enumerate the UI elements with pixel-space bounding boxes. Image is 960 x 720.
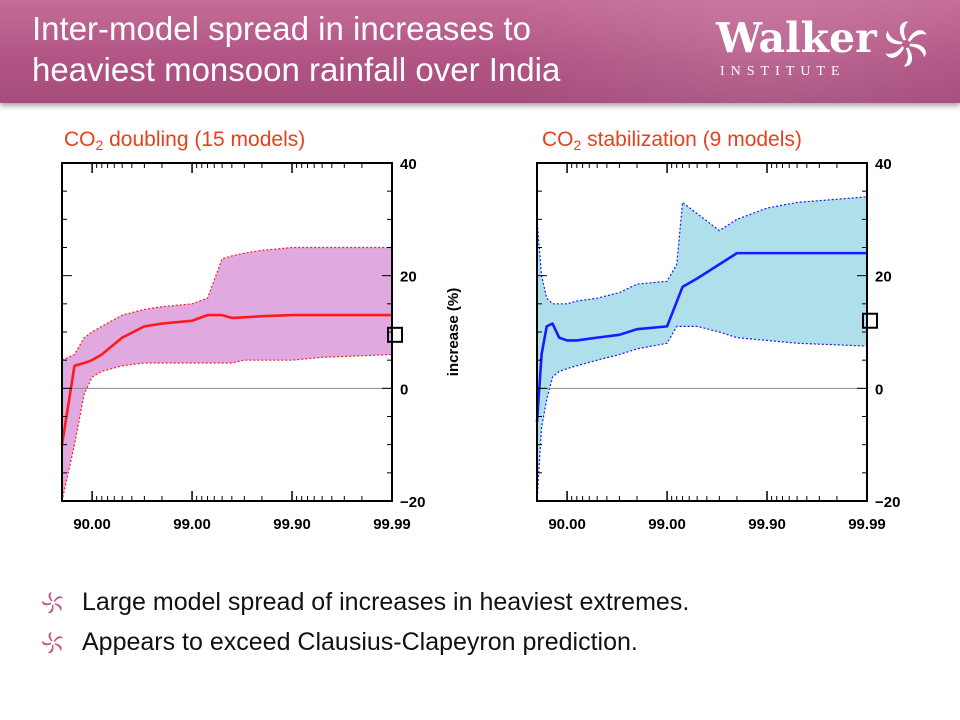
spread-upper-edge	[61, 246, 392, 361]
x-tick-label: 90.00	[548, 516, 586, 533]
panel1-title-post: doubling (15 models)	[103, 128, 306, 151]
pinwheel-bullet-icon	[42, 632, 64, 654]
x-tick-label: 90.00	[73, 516, 111, 533]
y-tick-label: 20	[875, 269, 892, 286]
panel1-title: CO2 doubling (15 models)	[64, 128, 305, 153]
y-tick-label: 20	[400, 269, 417, 286]
spread-band	[537, 196, 867, 502]
spread-band	[62, 247, 392, 501]
doubling-chart: 90.00 99.00 99.90 99.99 40 20 0 −20 increase (%)	[60, 156, 462, 533]
panel1-title-sub: 2	[95, 137, 104, 153]
y-tick-label: 0	[875, 381, 883, 398]
slide-title-line2: heaviest monsoon rainfall over India	[32, 51, 561, 88]
slide-title: Inter-model spread in increases to heavi…	[32, 8, 692, 90]
x-tick-label: 99.99	[848, 516, 886, 533]
clausius-clapeyron-marker	[862, 312, 878, 329]
multi-model-mean-line	[60, 313, 392, 445]
x-tick-label: 99.90	[273, 516, 311, 533]
x-tick-label: 99.90	[748, 516, 786, 533]
panel2-title-sub: 2	[573, 137, 582, 153]
y-tick-label: −20	[400, 494, 425, 511]
x-tick-label: 99.00	[173, 516, 211, 533]
x-tick-label: 99.99	[373, 516, 411, 533]
panel1-title-pre: CO	[64, 128, 96, 151]
multi-model-mean-line	[535, 251, 867, 423]
bullet-text: Large model spread of increases in heavi…	[82, 588, 690, 616]
y-tick-label: 40	[400, 156, 417, 173]
slide-title-line1: Inter-model spread in increases to	[32, 10, 531, 47]
spread-lower-edge	[536, 325, 868, 502]
logo-wordmark: Walker	[716, 14, 877, 62]
bullet-text: Appears to exceed Clausius-Clapeyron pre…	[82, 628, 638, 656]
panel2-title-pre: CO	[542, 128, 574, 151]
y-tick-label: 0	[400, 381, 408, 398]
panel2-title-post: stabilization (9 models)	[581, 128, 802, 151]
pinwheel-icon	[885, 21, 927, 67]
walker-institute-logo: Walker INSTITUTE	[716, 14, 946, 84]
x-tick-label: 99.00	[648, 516, 686, 533]
clausius-clapeyron-marker	[387, 326, 403, 343]
pinwheel-bullet-icon	[42, 592, 64, 614]
header-banner: Inter-model spread in increases to heavi…	[0, 0, 960, 103]
logo-subtitle: INSTITUTE	[720, 64, 846, 79]
banner-swirl-decoration	[500, 0, 960, 103]
panel2-title: CO2 stabilization (9 models)	[542, 128, 802, 153]
y-axis-label: increase (%)	[445, 288, 462, 376]
y-tick-label: 40	[875, 156, 892, 173]
y-tick-label: −20	[875, 494, 900, 511]
stabilization-chart: 90.00 99.00 99.90 99.99 40 20 0 −20	[535, 156, 900, 533]
spread-lower-edge	[61, 353, 393, 502]
